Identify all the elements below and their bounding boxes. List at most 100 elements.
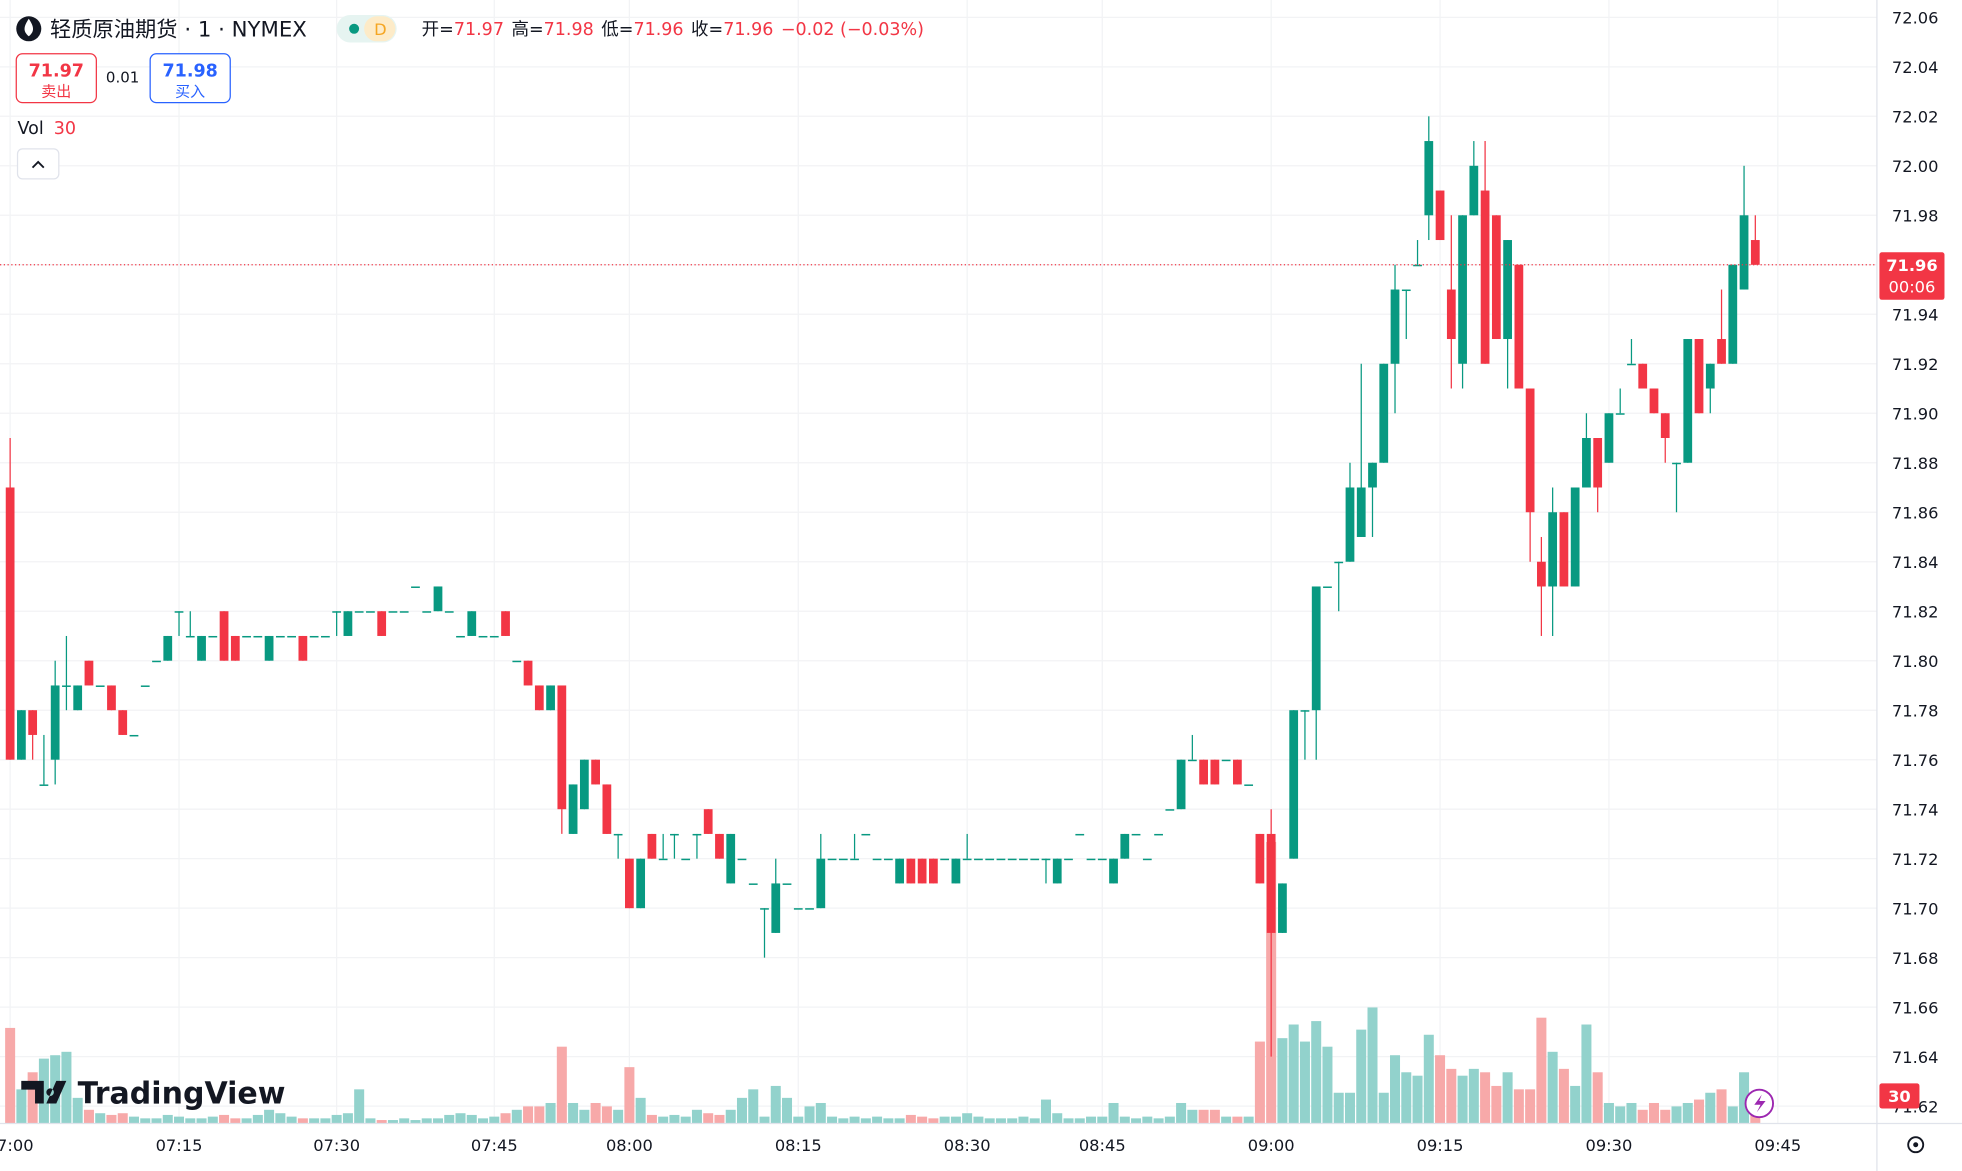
symbol-title[interactable]: 轻质原油期货 · 1 · NYMEX: [50, 17, 307, 42]
volume-bar: [297, 1118, 308, 1124]
candle-body: [1728, 264, 1738, 364]
volume-bar: [714, 1114, 725, 1124]
volume-bar: [1435, 1055, 1446, 1124]
volume-bar: [1187, 1109, 1198, 1124]
candle-body: [703, 809, 713, 834]
sell-button[interactable]: [15, 53, 97, 104]
candle-body: [1289, 710, 1299, 859]
candle-body: [568, 784, 578, 834]
x-tick-label: 08:45: [1079, 1136, 1126, 1155]
volume-bar: [1299, 1041, 1310, 1124]
volume-bar: [264, 1109, 275, 1124]
volume-bar: [804, 1106, 815, 1124]
volume-bar: [703, 1113, 714, 1124]
candle-body: [343, 611, 353, 636]
volume-bar: [849, 1116, 860, 1124]
candle-body: [28, 710, 38, 735]
candle-body: [872, 858, 882, 861]
volume-bar: [917, 1116, 928, 1124]
volume-bar: [151, 1118, 162, 1124]
candle-body: [1356, 487, 1366, 537]
candle-body: [1548, 512, 1558, 587]
candle-body: [1413, 264, 1422, 267]
volume-bar: [613, 1109, 624, 1124]
candle-body: [1537, 561, 1546, 587]
last-volume-box: [1879, 1083, 1920, 1109]
candle-body: [1300, 710, 1310, 712]
y-tick-label: 71.82: [1892, 602, 1939, 621]
x-tick-label: 09:30: [1586, 1136, 1633, 1155]
collapse-button[interactable]: [16, 148, 60, 180]
y-tick-label: 71.98: [1892, 207, 1939, 226]
volume-bar: [27, 1072, 38, 1124]
volume-bar: [1401, 1072, 1412, 1124]
candle-body: [1334, 561, 1344, 564]
volume-bar: [1716, 1089, 1727, 1124]
sell-label: 卖出: [41, 82, 71, 100]
candle-body: [140, 685, 150, 687]
volume-bar: [1671, 1106, 1682, 1124]
candle-body: [557, 685, 567, 810]
candle-body: [1323, 586, 1332, 588]
x-tick-label: 07:00: [0, 1136, 34, 1155]
candle-body: [838, 858, 848, 861]
candle-body: [219, 611, 229, 661]
volume-bar: [219, 1114, 230, 1124]
volume-bar: [500, 1113, 511, 1124]
volume-bar: [523, 1106, 534, 1124]
volume-bar: [646, 1114, 657, 1124]
y-tick-label: 71.76: [1892, 751, 1939, 770]
volume-bar: [140, 1118, 151, 1124]
volume-bar: [83, 1109, 94, 1124]
volume-bar: [1198, 1109, 1209, 1124]
candle-body: [827, 858, 837, 861]
volume-bar: [590, 1102, 601, 1124]
y-tick-label: 72.00: [1892, 157, 1939, 176]
value: 71.97: [454, 20, 504, 40]
candle-body: [850, 858, 859, 861]
last-price-label: 71.96: [1886, 256, 1937, 275]
candle-body: [805, 908, 814, 910]
volume-bar: [1637, 1109, 1648, 1124]
volume-bar: [1457, 1075, 1468, 1124]
buy-button[interactable]: [149, 53, 231, 104]
candle-body: [366, 611, 375, 613]
candle-body: [1255, 833, 1265, 884]
volume-bar: [736, 1097, 747, 1124]
candle-body: [1278, 883, 1287, 933]
y-tick-label: 71.86: [1892, 503, 1939, 522]
volume-bar: [1164, 1116, 1175, 1124]
candle-body: [50, 685, 60, 760]
volume-bar: [1615, 1106, 1626, 1124]
volume-bar: [1086, 1116, 1097, 1124]
settings-button[interactable]: [1907, 1136, 1925, 1154]
candle-body: [287, 635, 296, 638]
candle-body: [433, 586, 443, 612]
y-tick-label: 71.74: [1892, 800, 1939, 819]
volume-bar: [309, 1118, 320, 1124]
badge-d-bg: [364, 16, 396, 42]
candle-body: [1582, 438, 1591, 488]
candle-body: [422, 611, 432, 613]
volume-bar: [1547, 1051, 1558, 1124]
change: −0.02 (−0.03%): [781, 20, 924, 40]
volume-bar: [1322, 1046, 1333, 1124]
candle-body: [1266, 833, 1276, 933]
candle-body: [467, 611, 477, 636]
candle-body: [1435, 190, 1445, 241]
volume-bar: [905, 1114, 916, 1124]
candle-body: [456, 635, 465, 638]
candle-body: [760, 908, 769, 910]
candle-body: [1559, 512, 1569, 587]
volume-bar: [444, 1114, 455, 1124]
volume-bar: [511, 1109, 522, 1124]
volume-bar: [5, 1027, 16, 1124]
x-tick-label: 08:15: [775, 1136, 822, 1155]
volume-bar: [1018, 1116, 1029, 1124]
candle-body: [1615, 413, 1625, 415]
candle-body: [1041, 858, 1051, 861]
y-tick-label: 71.84: [1892, 553, 1939, 572]
label: 开=: [422, 20, 454, 40]
candle-body: [1683, 339, 1693, 463]
